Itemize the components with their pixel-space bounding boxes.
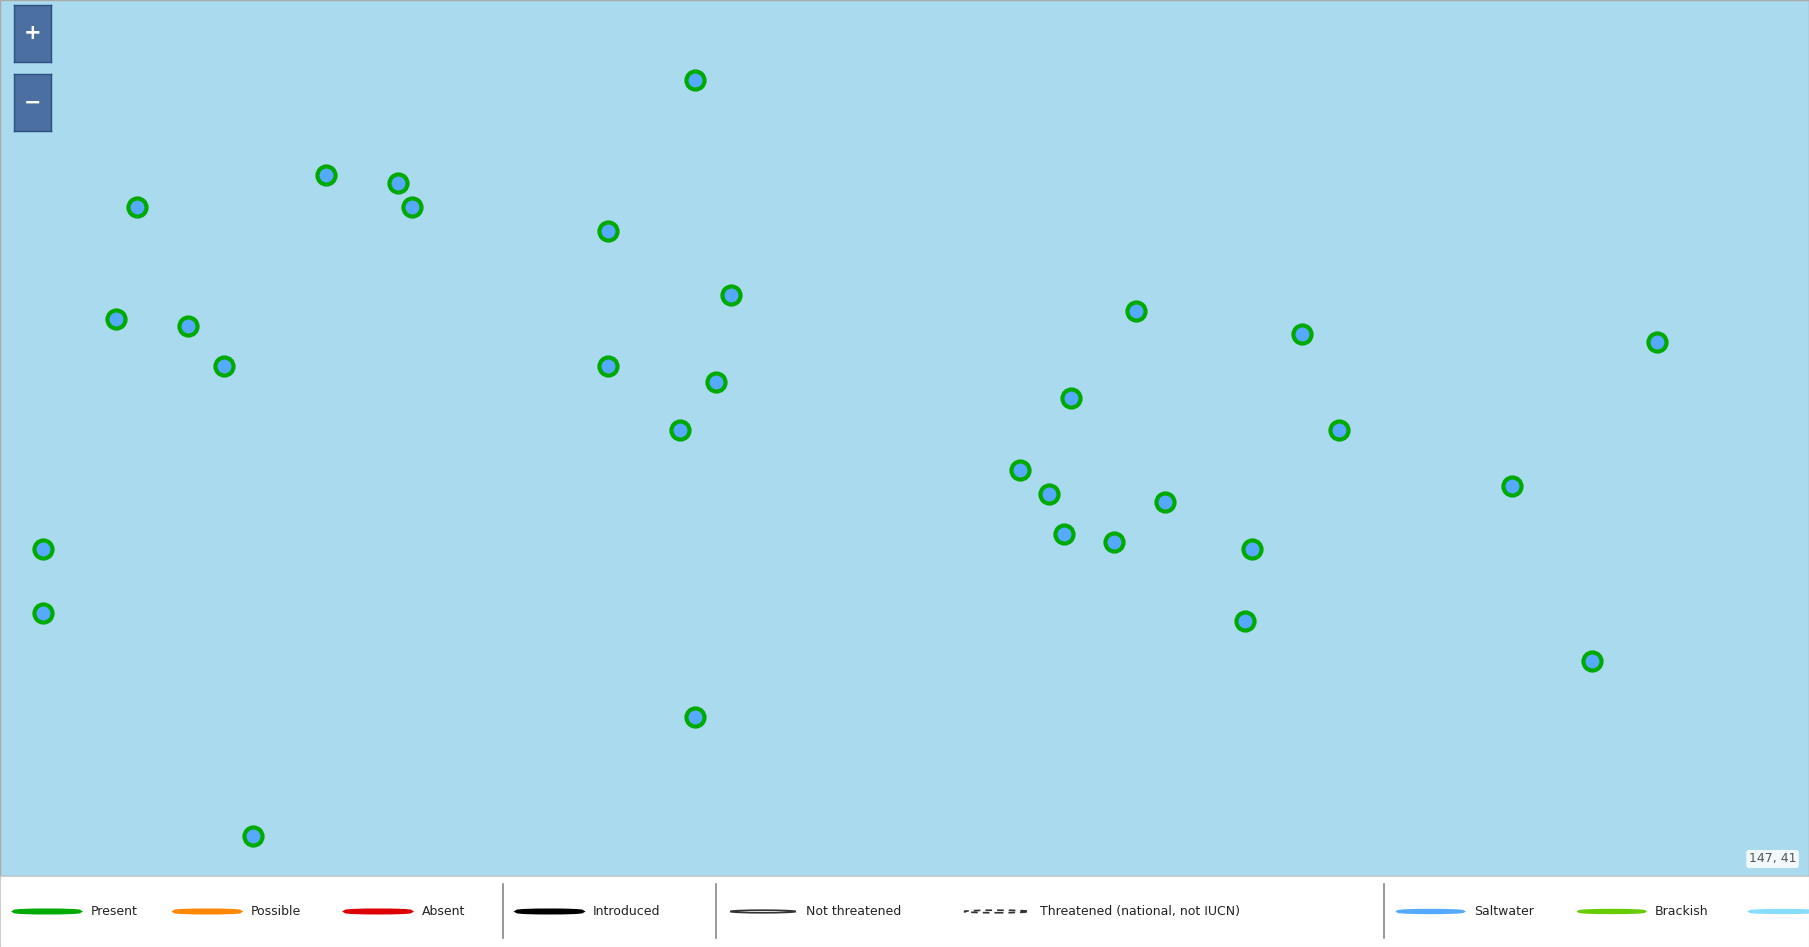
Text: Brackish: Brackish xyxy=(1655,905,1710,918)
Circle shape xyxy=(517,910,582,913)
Text: Present: Present xyxy=(90,905,137,918)
Circle shape xyxy=(964,910,1029,913)
Circle shape xyxy=(1749,910,1809,913)
Text: Saltwater: Saltwater xyxy=(1474,905,1534,918)
Text: Not threatened: Not threatened xyxy=(807,905,901,918)
Text: −: − xyxy=(24,92,42,113)
Text: Absent: Absent xyxy=(421,905,465,918)
Text: Possible: Possible xyxy=(251,905,300,918)
Circle shape xyxy=(1398,910,1463,913)
Text: Threatened (national, not IUCN): Threatened (national, not IUCN) xyxy=(1040,905,1241,918)
Circle shape xyxy=(346,910,411,913)
Circle shape xyxy=(1579,910,1644,913)
Circle shape xyxy=(175,910,241,913)
Text: Introduced: Introduced xyxy=(593,905,660,918)
Circle shape xyxy=(731,910,796,913)
Text: 147, 41: 147, 41 xyxy=(1749,852,1796,866)
Text: +: + xyxy=(24,23,42,44)
Circle shape xyxy=(14,910,80,913)
